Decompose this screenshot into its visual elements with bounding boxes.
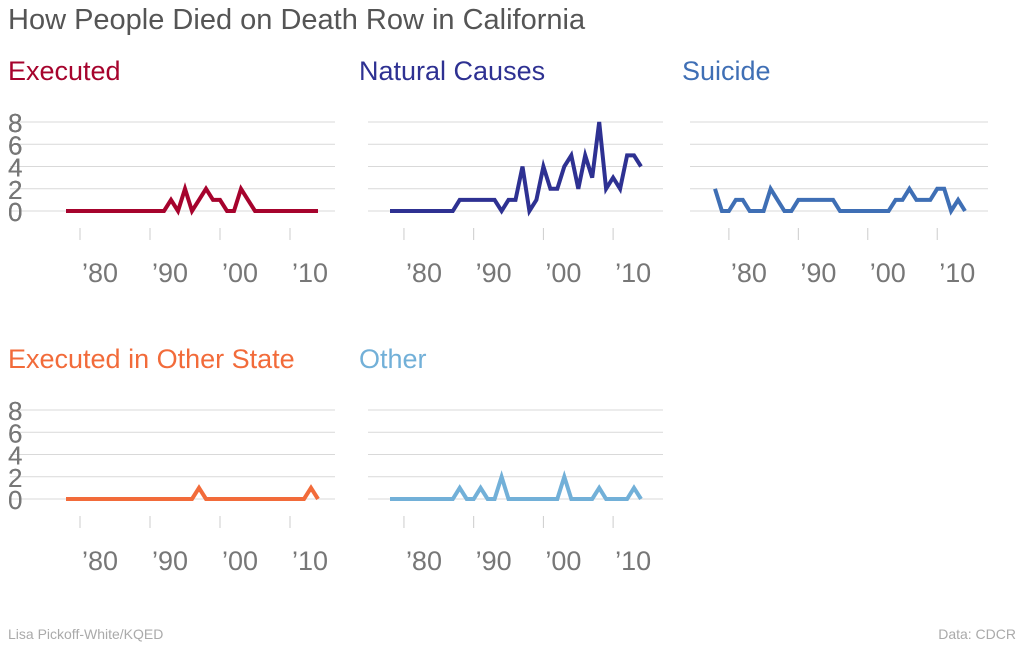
x-tick-label: ’00 xyxy=(545,258,581,288)
y-tick-label: 0 xyxy=(8,197,22,227)
series-line xyxy=(390,470,643,501)
x-tick-label: ’00 xyxy=(222,546,258,576)
y-tick-label: 2 xyxy=(8,463,22,493)
y-tick-label: 4 xyxy=(8,441,22,471)
x-tick-label: ’90 xyxy=(152,258,188,288)
x-tick-label: ’00 xyxy=(870,258,906,288)
x-tick-label: ’00 xyxy=(222,258,258,288)
source-text: Data: CDCR xyxy=(938,626,1016,642)
x-tick-label: ’90 xyxy=(476,546,512,576)
y-tick-label: 8 xyxy=(8,396,22,426)
y-tick-label: 4 xyxy=(8,153,22,183)
chart-title: Other xyxy=(359,344,427,374)
y-tick-label: 0 xyxy=(8,485,22,515)
chart-title: Natural Causes xyxy=(359,56,545,86)
y-tick-label: 6 xyxy=(8,418,22,448)
x-tick-label: ’80 xyxy=(731,258,767,288)
y-tick-label: 8 xyxy=(8,108,22,138)
x-tick-label: ’00 xyxy=(545,546,581,576)
y-tick-label: 2 xyxy=(8,463,22,493)
x-tick-label: ’80 xyxy=(406,546,442,576)
y-tick-label: 2 xyxy=(8,175,22,205)
y-tick-label: 0 xyxy=(8,485,22,515)
y-tick-label: 6 xyxy=(8,130,22,160)
page-title: How People Died on Death Row in Californ… xyxy=(8,4,586,36)
x-tick-label: ’80 xyxy=(82,258,118,288)
x-tick-label: ’80 xyxy=(82,546,118,576)
y-tick-label: 8 xyxy=(8,108,22,138)
x-tick-label: ’10 xyxy=(615,546,651,576)
y-tick-label: 4 xyxy=(8,153,22,183)
series-line xyxy=(66,182,318,216)
x-tick-label: ’90 xyxy=(476,258,512,288)
y-tick-label: 4 xyxy=(8,441,22,471)
y-tick-label: 6 xyxy=(8,418,22,448)
chart-title: Executed in Other State xyxy=(8,344,295,374)
y-tick-label: 0 xyxy=(8,197,22,227)
series-line xyxy=(390,121,643,217)
y-tick-label: 6 xyxy=(8,130,22,160)
y-tick-label: 8 xyxy=(8,108,22,138)
y-tick-label: 0 xyxy=(8,197,22,227)
x-tick-label: ’10 xyxy=(939,258,975,288)
series-line xyxy=(66,484,320,501)
y-tick-label: 8 xyxy=(8,396,22,426)
series-line xyxy=(713,184,967,216)
x-tick-label: ’80 xyxy=(406,258,442,288)
credit-text: Lisa Pickoff-White/KQED xyxy=(8,626,164,642)
y-tick-label: 6 xyxy=(8,130,22,160)
x-tick-label: ’90 xyxy=(152,546,188,576)
x-tick-label: ’10 xyxy=(292,258,328,288)
x-tick-label: ’90 xyxy=(800,258,836,288)
chart-title: Suicide xyxy=(682,56,771,86)
x-tick-label: ’10 xyxy=(615,258,651,288)
x-tick-label: ’10 xyxy=(292,546,328,576)
y-tick-label: 2 xyxy=(8,175,22,205)
y-tick-label: 4 xyxy=(8,153,22,183)
y-tick-label: 2 xyxy=(8,175,22,205)
chart-title: Executed xyxy=(8,56,121,86)
